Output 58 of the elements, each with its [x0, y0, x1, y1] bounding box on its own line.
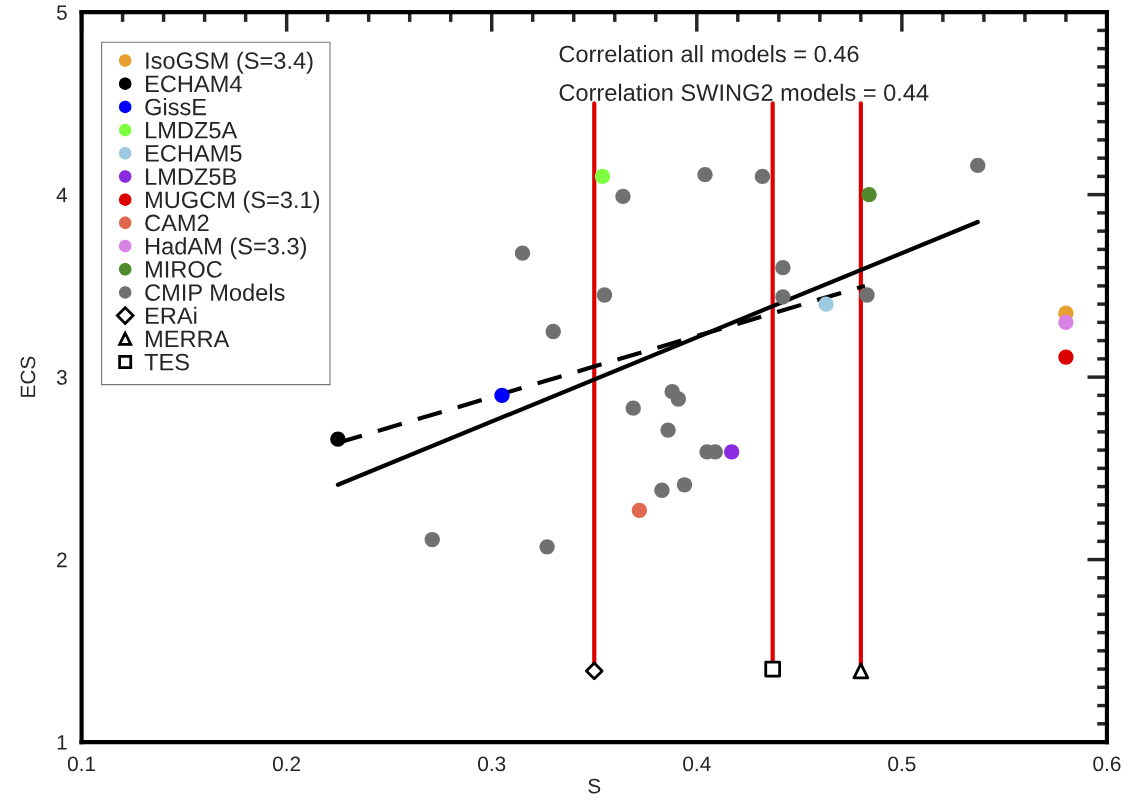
point — [596, 287, 613, 303]
y-tick-label: 4 — [56, 187, 68, 203]
point — [775, 289, 791, 305]
legend-label: LMDZ5A — [146, 122, 238, 139]
legend-label: ERAi — [146, 306, 197, 324]
x-tick-label: 0.2 — [272, 756, 301, 772]
x-tick-label: 0.3 — [478, 756, 506, 772]
x-tick-label: 0.4 — [683, 756, 711, 772]
point — [625, 400, 641, 416]
point — [670, 391, 686, 407]
legend-label: TES — [144, 353, 189, 371]
point — [330, 431, 346, 447]
legend-label: ECHAM5 — [146, 145, 242, 162]
y-tick-label: 2 — [57, 552, 67, 568]
legend-label: CAM2 — [145, 214, 209, 232]
point — [676, 477, 693, 493]
point — [631, 502, 648, 518]
point — [1058, 314, 1074, 331]
point — [754, 168, 771, 185]
x-axis-title: S — [588, 778, 601, 794]
legend-label: MERRA — [146, 330, 230, 348]
point — [660, 422, 676, 438]
point — [654, 482, 670, 498]
point — [775, 259, 791, 276]
point — [615, 188, 631, 205]
legend-label: IsoGSM (S=3.4) — [146, 51, 313, 74]
point — [859, 287, 875, 303]
legend-label: MUGCM (S=3.1) — [146, 190, 320, 213]
point — [861, 187, 877, 203]
point — [545, 323, 561, 340]
point — [724, 444, 740, 460]
point — [494, 387, 510, 403]
legend-label: LMDZ5B — [146, 168, 236, 185]
annotation: Correlation all models = 0.46 — [559, 45, 859, 63]
point — [585, 661, 604, 681]
point — [697, 166, 713, 183]
x-tick-label: 0.1 — [67, 756, 96, 772]
point — [594, 168, 611, 185]
point — [852, 662, 870, 680]
point — [970, 157, 986, 174]
point — [539, 539, 555, 555]
point — [514, 245, 531, 261]
point — [1058, 349, 1074, 365]
y-axis-title: ECS — [20, 356, 36, 397]
annotation: Correlation SWING2 models = 0.44 — [559, 83, 929, 102]
legend-label: ECHAM4 — [146, 75, 242, 93]
y-tick-label: 5 — [56, 5, 67, 20]
y-tick-label: 1 — [57, 735, 67, 750]
point — [424, 531, 440, 548]
legend-label: CMIP Models — [145, 283, 285, 301]
legend-label: HadAM (S=3.3) — [146, 237, 306, 260]
y-tick-label: 3 — [56, 370, 67, 385]
point — [764, 660, 782, 678]
legend-label: MIROC — [146, 261, 222, 278]
x-tick-label: 0.6 — [1093, 756, 1121, 772]
point — [818, 296, 834, 312]
x-tick-label: 0.5 — [888, 756, 916, 772]
legend-label: GissE — [145, 98, 207, 116]
